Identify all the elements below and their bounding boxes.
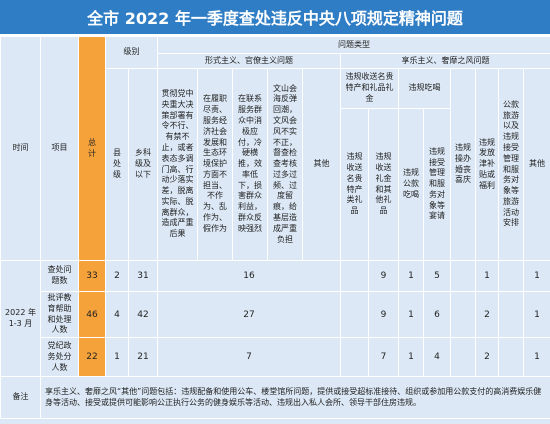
cell: 46	[78, 290, 106, 339]
cell: 9	[368, 290, 399, 339]
cell: 21	[128, 337, 158, 378]
header-row: 县处级 乡科级及以下 贯彻党中央重大决策部署有令不行、有禁不止，或者表态多调门高…	[1, 68, 550, 261]
header-cell: 级别	[105, 36, 158, 69]
header-cell: 违规吃喝	[398, 68, 451, 109]
header-cell: 公款旅游以及违规接受管理和服务对象等旅游活动安排	[498, 68, 524, 261]
cell: 42	[128, 290, 158, 339]
cell: 1	[475, 260, 499, 292]
cell: 31	[128, 260, 158, 292]
cell: 党纪政务处分人数	[40, 337, 79, 378]
header-cell: 其他	[302, 68, 341, 261]
cell: 6	[423, 290, 451, 339]
cell: 1	[523, 337, 550, 378]
cell: 2	[475, 290, 499, 339]
header-cell: 文山会海反弹回潮，文风会风不实不正，督查检查考核过多过频、过度留痕，给基层造成严…	[267, 68, 303, 261]
header-cell: 享乐主义、奢靡之风问题	[340, 53, 550, 69]
cell	[498, 337, 524, 378]
header-cell: 违规接受管理和服务对象等宴请	[423, 108, 451, 261]
cell: 27	[157, 290, 341, 339]
cell: 1	[523, 290, 550, 339]
header-row: 形式主义、官僚主义问题 享乐主义、奢靡之风问题	[1, 53, 550, 69]
header-cell: 违规收送名贵特产类礼品	[340, 108, 369, 261]
note-row: 备注 享乐主义、奢靡之风“其他”问题包括：违规配备和使用公车、楼堂馆所问题，提供或…	[0, 376, 550, 420]
cell: 22	[78, 337, 106, 378]
cell: 4	[105, 290, 129, 339]
header-cell: 问题类型	[157, 36, 550, 54]
cell	[498, 260, 524, 292]
cell: 7	[368, 337, 399, 378]
header-cell: 总计	[78, 36, 106, 261]
cell	[450, 337, 476, 378]
header-cell: 违规发放津补贴或福利	[475, 68, 499, 261]
cell: 1	[398, 337, 424, 378]
cell: 享乐主义、奢靡之风“其他”问题包括：违规配备和使用公车、楼堂馆所问题，提供或接受…	[40, 376, 550, 420]
cell: 9	[368, 260, 399, 292]
title: 全市 2022 年一季度查处违反中央八项规定精神问题	[0, 0, 550, 36]
data-row: 2022 年 1-3 月查处问题数 33 2 31 16 9 1 5 1 1	[0, 259, 550, 378]
header-row: 时间 项目 总计 级别 问题类型	[0, 36, 550, 261]
cell	[340, 337, 369, 378]
cell: 16	[157, 260, 341, 292]
header-cell: 时间	[0, 36, 41, 261]
header-cell: 贯彻党中央重大决策部署有令不行、有禁不止，或者表态多调门高、行动少落实差，脱离实…	[157, 68, 198, 261]
cell: 2022 年 1-3 月	[0, 259, 41, 378]
header-cell: 违规收送礼金和其他礼品	[368, 108, 399, 261]
header-row: 违规收送名贵特产类礼品 违规收送礼金和其他礼品 违规公款吃喝 违规接受管理和服务…	[1, 108, 550, 261]
cell: 5	[423, 260, 451, 292]
header-cell: 项目	[40, 36, 79, 261]
cell: 33	[78, 260, 106, 292]
header-cell: 在履职尽责、服务经济社会发展和生态环境保护方面不担当、不作为、乱作为、假作为	[197, 68, 233, 261]
header-cell: 其他	[523, 68, 550, 261]
header-cell: 在联系服务群众中消极应付，冷硬横推，效率低下，损害群众利益，群众反映强烈	[232, 68, 268, 261]
cell: 批评教育帮助和处理人数	[40, 290, 79, 339]
cell: 1	[105, 337, 129, 378]
data-row: 党纪政务处分人数 22 1 21 7 7 1 4 2 1	[1, 337, 550, 378]
header-cell: 形式主义、官僚主义问题	[157, 53, 341, 69]
header-cell: 违规收送名贵特产和礼品礼金	[340, 68, 399, 109]
cell	[340, 290, 369, 339]
header-cell: 违规操办婚丧喜庆	[450, 68, 476, 261]
cell: 查处问题数	[40, 260, 79, 292]
cell: 4	[423, 337, 451, 378]
cell: 2	[105, 260, 129, 292]
cell	[498, 290, 524, 339]
cell: 7	[157, 337, 341, 378]
header-cell: 乡科级及以下	[128, 68, 158, 261]
cell: 2	[475, 337, 499, 378]
header-cell: 县处级	[105, 68, 129, 261]
table-body: 时间 项目 总计 级别 问题类型 形式主义、官僚主义问题 享乐主义、奢靡之风问题…	[0, 36, 550, 420]
cell	[450, 290, 476, 339]
cell: 1	[523, 260, 550, 292]
header-cell: 违规公款吃喝	[398, 108, 424, 261]
data-row: 批评教育帮助和处理人数 46 4 42 27 9 1 6 2 1	[1, 290, 550, 339]
cell	[340, 260, 369, 292]
table: 时间 项目 总计 级别 问题类型 形式主义、官僚主义问题 享乐主义、奢靡之风问题…	[0, 36, 550, 420]
cell	[450, 260, 476, 292]
cell: 备注	[0, 376, 41, 420]
cell: 1	[398, 290, 424, 339]
cell: 1	[398, 260, 424, 292]
